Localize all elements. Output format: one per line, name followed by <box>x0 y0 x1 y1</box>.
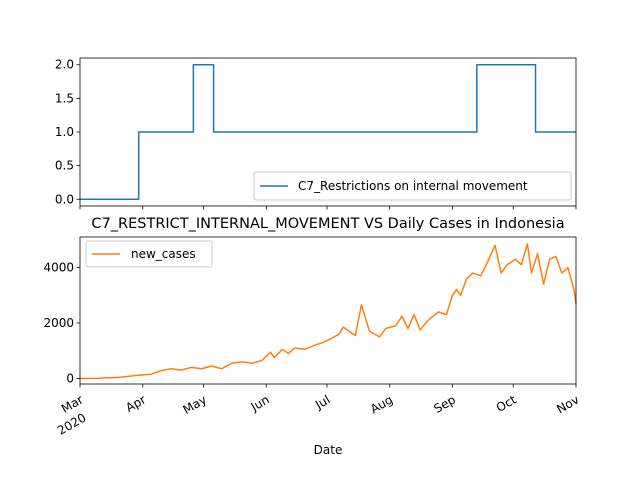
restrictions-y-axis: 0.0 0.5 1.0 1.5 2.0 <box>55 58 80 206</box>
cases-chart: C7_RESTRICT_INTERNAL_MOVEMENT VS Daily C… <box>43 216 581 457</box>
chart-title: C7_RESTRICT_INTERNAL_MOVEMENT VS Daily C… <box>91 216 564 232</box>
restrictions-legend-label: C7_Restrictions on internal movement <box>298 179 528 193</box>
x-tick-label: Jul <box>312 392 332 412</box>
cases-y-axis: 0 2000 4000 <box>43 261 80 385</box>
y-tick-label: 0.0 <box>55 192 74 206</box>
y-tick-label: 1.5 <box>55 91 74 105</box>
cases-legend-label: new_cases <box>131 247 196 261</box>
y-tick-label: 0.5 <box>55 159 74 173</box>
restrictions-chart: 0.0 0.5 1.0 1.5 2.0 C7_Restrictions on inter… <box>55 57 577 210</box>
restrictions-x-axis <box>79 206 577 210</box>
cases-series <box>79 243 577 380</box>
y-tick-label: 4000 <box>43 261 74 275</box>
cases-plot-frame <box>79 236 577 385</box>
x-axis-label: Date <box>314 443 343 457</box>
restrictions-plot-frame <box>79 57 577 207</box>
y-tick-label: 2.0 <box>55 58 74 72</box>
cases-line <box>79 243 577 380</box>
y-tick-label: 2000 <box>43 316 74 330</box>
cases-legend-box <box>85 240 213 268</box>
restrictions-legend-box <box>253 171 572 201</box>
cases-legend: new_cases <box>85 240 213 268</box>
restrictions-line <box>80 63 576 201</box>
restrictions-series <box>80 63 576 201</box>
restrictions-legend: C7_Restrictions on internal movement <box>253 171 572 201</box>
y-tick-label: 0 <box>66 371 74 385</box>
y-tick-label: 1.0 <box>55 125 74 139</box>
